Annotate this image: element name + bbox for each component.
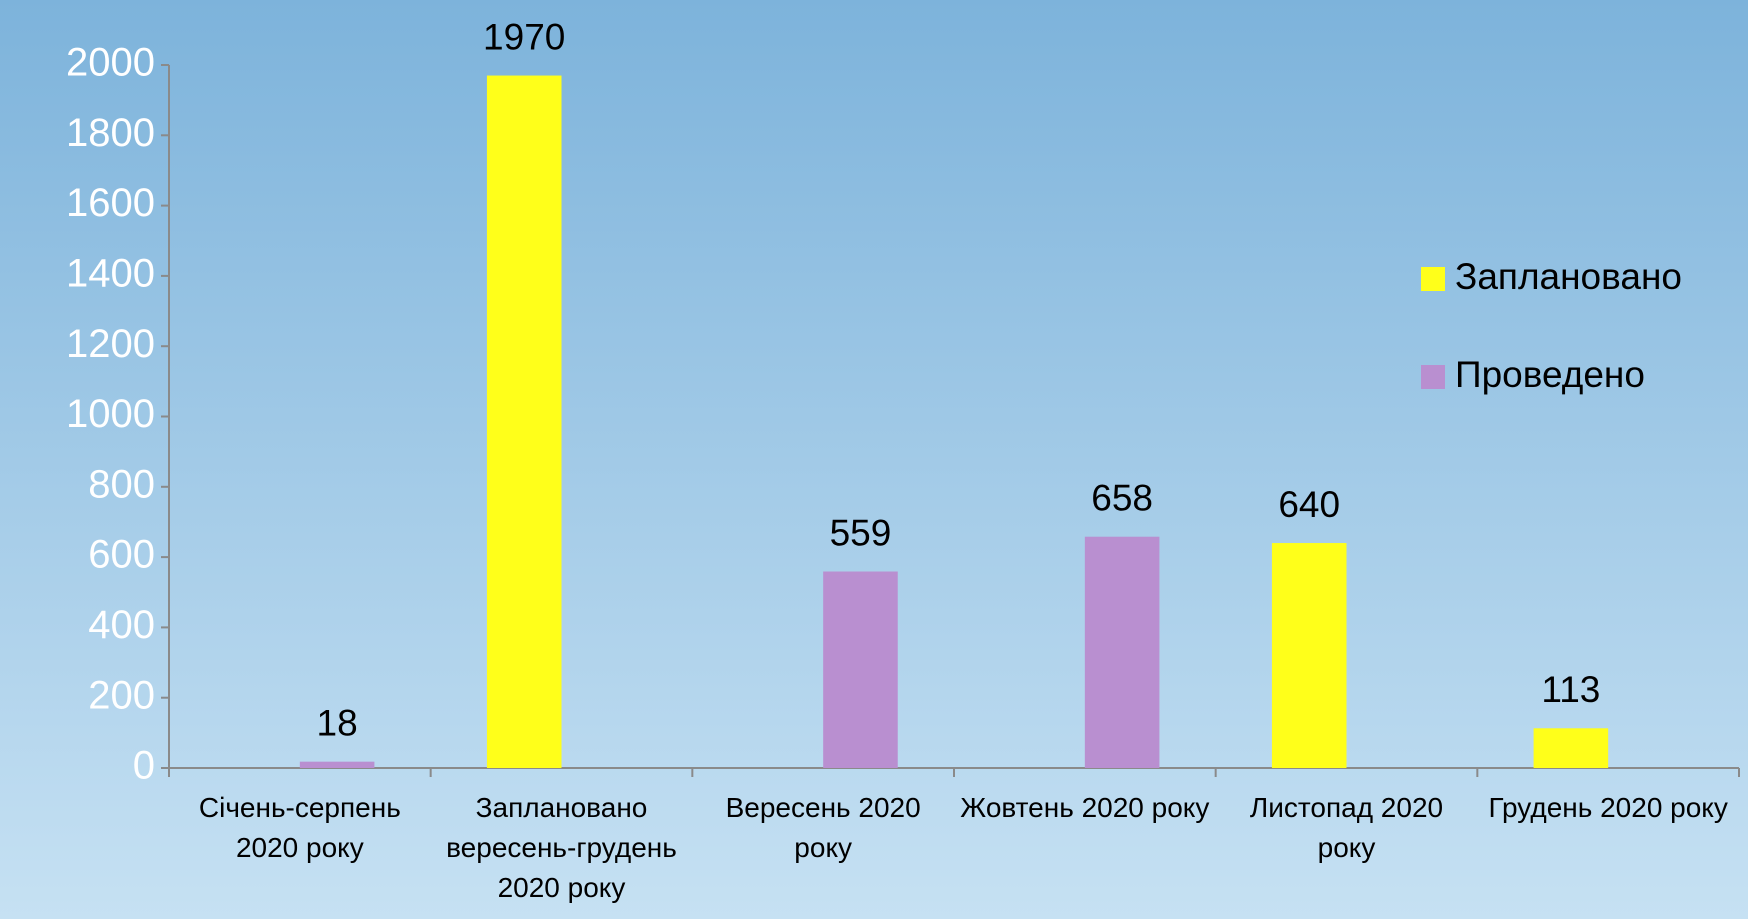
bar xyxy=(823,571,898,768)
value-label: 559 xyxy=(830,512,892,553)
legend-swatch xyxy=(1421,365,1445,389)
x-tick-label: Січень-серпень 2020 року xyxy=(198,792,401,863)
y-tick-label: 600 xyxy=(88,533,155,577)
y-tick-label: 1600 xyxy=(66,181,155,225)
y-tick-label: 0 xyxy=(133,744,155,788)
value-label: 640 xyxy=(1278,484,1340,525)
value-label: 18 xyxy=(317,702,358,743)
bar xyxy=(486,75,562,769)
bar xyxy=(1271,543,1347,768)
value-label: 1970 xyxy=(483,16,565,57)
legend-label: Проведено xyxy=(1455,354,1645,395)
value-label: 658 xyxy=(1091,477,1153,518)
x-tick-label: Заплановано вересень-грудень 2020 року xyxy=(446,792,677,903)
bar xyxy=(1533,728,1609,768)
value-label: 113 xyxy=(1541,669,1600,710)
legend-swatch xyxy=(1421,267,1445,291)
y-tick-label: 800 xyxy=(88,462,155,506)
y-tick-label: 1400 xyxy=(66,251,155,295)
y-tick-label: 400 xyxy=(88,603,155,647)
y-tick-label: 1200 xyxy=(66,322,155,366)
x-tick-label: Жовтень 2020 року xyxy=(960,792,1210,823)
y-tick-label: 200 xyxy=(88,673,155,717)
x-tick-label: Листопад 2020 року xyxy=(1249,792,1444,863)
legend-label: Заплановано xyxy=(1455,256,1682,297)
x-tick-label: Вересень 2020 року xyxy=(725,792,921,863)
y-tick-label: 2000 xyxy=(66,41,155,85)
y-tick-label: 1000 xyxy=(66,392,155,436)
bar xyxy=(299,761,375,768)
bar xyxy=(1084,536,1160,768)
x-tick-label: Грудень 2020 року xyxy=(1488,792,1728,823)
y-tick-label: 1800 xyxy=(66,111,155,155)
